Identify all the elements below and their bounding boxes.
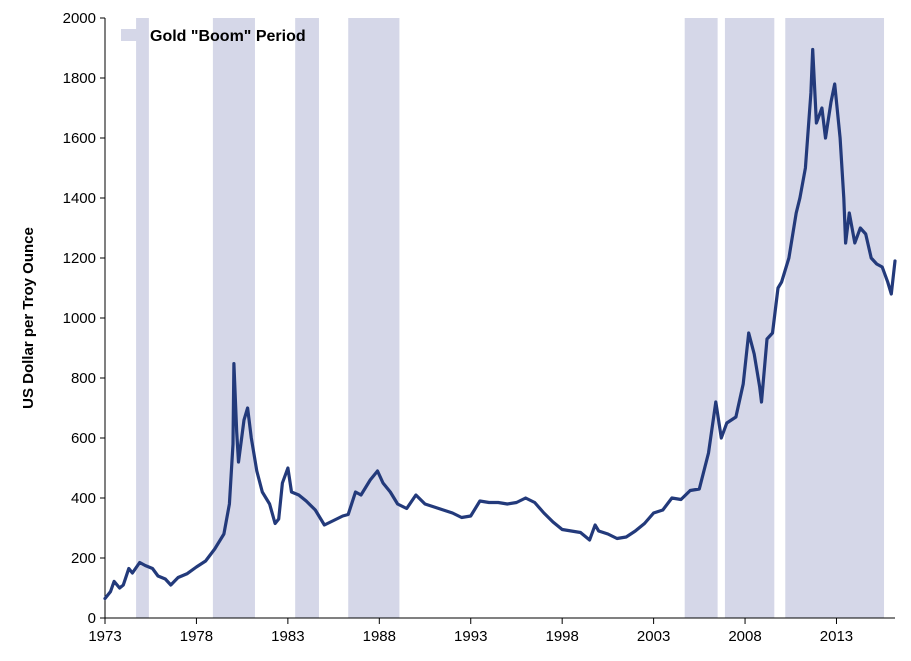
- y-tick-label: 0: [88, 610, 96, 627]
- x-tick-label: 2013: [820, 628, 853, 645]
- x-tick-label: 1993: [454, 628, 487, 645]
- boom-band-7: [785, 18, 885, 618]
- x-tick-label: 2008: [728, 628, 761, 645]
- x-tick-label: 1983: [271, 628, 304, 645]
- boom-band-6: [724, 18, 775, 618]
- x-ticks: 1973 1978 1983 1988 1993 1998 2003 2008 2013: [88, 618, 853, 645]
- y-tick-label: 1400: [63, 190, 96, 207]
- boom-band-4: [348, 18, 400, 618]
- legend-label: Gold "Boom" Period: [150, 28, 306, 45]
- y-tick-label: 1200: [63, 250, 96, 267]
- legend: Gold "Boom" Period: [121, 28, 306, 45]
- y-tick-label: 1800: [63, 70, 96, 87]
- y-tick-label: 1000: [63, 310, 96, 327]
- x-tick-label: 2003: [637, 628, 670, 645]
- y-tick-label: 800: [71, 370, 96, 387]
- y-tick-label: 200: [71, 550, 96, 567]
- x-tick-label: 1998: [545, 628, 578, 645]
- y-axis-label: US Dollar per Troy Ounce: [20, 227, 37, 409]
- y-tick-label: 2000: [63, 10, 96, 27]
- x-tick-label: 1988: [363, 628, 396, 645]
- boom-band-5: [684, 18, 718, 618]
- legend-swatch: [121, 29, 143, 41]
- boom-bands: [136, 18, 885, 618]
- boom-band-2: [212, 18, 255, 618]
- y-tick-label: 1600: [63, 130, 96, 147]
- x-tick-label: 1978: [180, 628, 213, 645]
- x-tick-label: 1973: [88, 628, 121, 645]
- y-ticks: 0 200 400 600 800 1000 1200 1400 1600 1800 2000: [63, 10, 105, 627]
- boom-band-3: [295, 18, 319, 618]
- boom-band-1: [136, 18, 149, 618]
- gold-price-line: [103, 47, 897, 601]
- y-tick-label: 400: [71, 490, 96, 507]
- y-tick-label: 600: [71, 430, 96, 447]
